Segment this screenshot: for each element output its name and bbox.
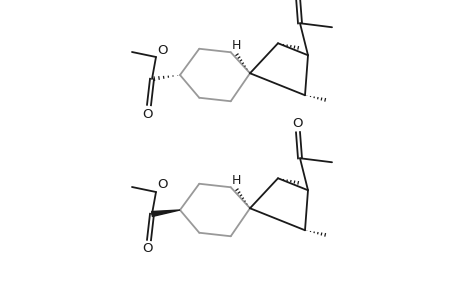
Text: O: O xyxy=(142,107,153,121)
Polygon shape xyxy=(151,210,179,217)
Text: H: H xyxy=(231,39,240,52)
Text: H: H xyxy=(231,174,240,187)
Text: O: O xyxy=(142,242,153,256)
Text: O: O xyxy=(157,44,168,56)
Text: O: O xyxy=(157,178,168,191)
Text: O: O xyxy=(292,117,302,130)
